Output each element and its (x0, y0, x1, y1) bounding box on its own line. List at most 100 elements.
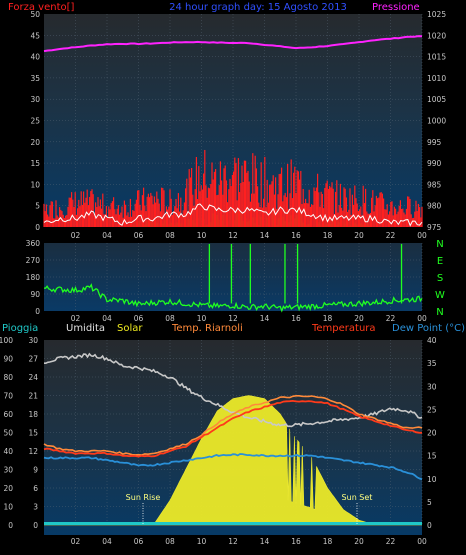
dewpoint-label: Dew Point (°C) (392, 323, 465, 334)
x-tick-label: 14 (260, 314, 270, 323)
wind-direction-spikes (208, 243, 403, 304)
pressure-tick-label: 980 (427, 202, 442, 211)
x-tick-label: 08 (165, 231, 175, 240)
x-tick-label: 02 (71, 231, 81, 240)
solar-tick-label: 3 (33, 503, 38, 512)
direction-tick-label: 90 (30, 290, 40, 299)
humidity-tick-label: 90 (3, 355, 13, 364)
solar-tick-label: 15 (28, 429, 38, 438)
x-tick-label: 00 (417, 314, 427, 323)
x-tick-label: 02 (71, 537, 81, 546)
compass-letter: W (435, 290, 445, 301)
solar-tick-label: 0 (33, 521, 38, 530)
direction-tick-label: 180 (26, 273, 41, 282)
panel3-mid-ticks: 0 3 6 9 12 15 18 21 24 27 30 (28, 336, 38, 530)
humidity-label: Umidita (66, 323, 105, 334)
x-tick-label: 14 (260, 231, 270, 240)
pressure-tick-label: 985 (427, 180, 442, 189)
apparent-temp-label: Temp. Riarnoli (171, 323, 243, 334)
compass-letter: S (437, 273, 443, 284)
temperature-tick-label: 20 (427, 429, 437, 438)
rain-baseline (44, 522, 422, 525)
x-tick-label: 04 (102, 537, 112, 546)
direction-tick-label: 360 (26, 239, 41, 248)
x-tick-label: 16 (291, 314, 301, 323)
sunset-label: Sun Set (342, 493, 373, 502)
panel2-grid (44, 243, 423, 311)
solar-tick-label: 6 (33, 484, 38, 493)
pressure-tick-label: 990 (427, 159, 442, 168)
x-tick-label: 20 (354, 314, 364, 323)
solar-tick-label: 12 (28, 447, 38, 456)
wind-speed-line (43, 203, 423, 227)
panel3-left-ticks: 0 10 20 30 40 50 60 70 80 90 100 (0, 336, 13, 530)
x-tick-label: 06 (134, 314, 144, 323)
panel1-left-ticks: 0 5 10 15 20 25 30 35 40 45 50 (30, 10, 40, 232)
panel2-left-ticks: 0 90 180 270 360 (26, 239, 41, 316)
pressure-tick-label: 1005 (427, 95, 446, 104)
pressure-tick-label: 1010 (427, 74, 446, 83)
temperature-tick-label: 40 (427, 336, 437, 345)
solar-tick-label: 30 (28, 336, 38, 345)
temperature-tick-label: 0 (427, 521, 432, 530)
direction-tick-label: 0 (35, 307, 40, 316)
x-tick-label: 10 (197, 314, 207, 323)
x-tick-label: 04 (102, 314, 112, 323)
temperature-tick-label: 35 (427, 359, 437, 368)
panel3-right-ticks: 0 5 10 15 20 25 30 35 40 (427, 336, 437, 530)
wind-tick-label: 25 (30, 117, 40, 126)
x-tick-label: 14 (260, 537, 270, 546)
x-tick-label: 22 (386, 537, 396, 546)
temperature-tick-label: 5 (427, 498, 432, 507)
humidity-tick-label: 50 (3, 429, 13, 438)
wind-tick-label: 35 (30, 74, 40, 83)
wind-tick-label: 0 (35, 223, 40, 232)
wind-tick-label: 20 (30, 138, 40, 147)
dewpoint-line (43, 453, 423, 481)
x-tick-label: 22 (386, 314, 396, 323)
x-tick-label: 18 (323, 231, 333, 240)
x-tick-label: 06 (134, 231, 144, 240)
humidity-tick-label: 30 (3, 466, 13, 475)
temperature-tick-label: 10 (427, 475, 437, 484)
x-tick-label: 10 (197, 537, 207, 546)
wind-direction-line (43, 283, 423, 313)
wind-tick-label: 10 (30, 180, 40, 189)
solar-tick-label: 21 (28, 392, 38, 401)
panel3-x-ticks: 02 04 06 08 10 12 14 16 18 20 22 00 (71, 537, 427, 546)
x-tick-label: 08 (165, 314, 175, 323)
x-tick-label: 02 (71, 314, 81, 323)
temperature-tick-label: 30 (427, 382, 437, 391)
panel1-x-ticks: 02 04 06 08 10 12 14 16 18 20 22 00 (71, 231, 427, 240)
panel2-x-ticks: 02 04 06 08 10 12 14 16 18 20 22 00 (71, 314, 427, 323)
x-tick-label: 16 (291, 231, 301, 240)
chart-title: 24 hour graph day: 15 Agosto 2013 (169, 2, 347, 13)
solar-tick-label: 18 (28, 410, 38, 419)
wind-tick-label: 45 (30, 31, 40, 40)
x-tick-label: 18 (323, 537, 333, 546)
humidity-line (44, 352, 423, 428)
wind-bars-red (43, 149, 423, 227)
pressure-tick-label: 1025 (427, 10, 446, 19)
direction-tick-label: 270 (26, 256, 41, 265)
x-tick-label: 16 (291, 537, 301, 546)
pressure-tick-label: 1015 (427, 53, 446, 62)
humidity-tick-label: 70 (3, 392, 13, 401)
pressure-line (43, 35, 423, 53)
temperature-tick-label: 15 (427, 452, 437, 461)
x-tick-label: 10 (197, 231, 207, 240)
pressure-axis-label: Pressione (372, 2, 420, 13)
x-tick-label: 12 (228, 314, 238, 323)
wind-tick-label: 5 (35, 202, 40, 211)
x-tick-label: 12 (228, 537, 238, 546)
x-tick-label: 00 (417, 537, 427, 546)
pressure-tick-label: 975 (427, 223, 442, 232)
humidity-tick-label: 10 (3, 503, 13, 512)
solar-tick-label: 27 (28, 355, 38, 364)
humidity-tick-label: 80 (3, 373, 13, 382)
temperature-label: Temperatura (311, 323, 376, 334)
compass-letter: N (436, 307, 443, 318)
humidity-tick-label: 40 (3, 447, 13, 456)
solar-tick-label: 24 (28, 373, 38, 382)
